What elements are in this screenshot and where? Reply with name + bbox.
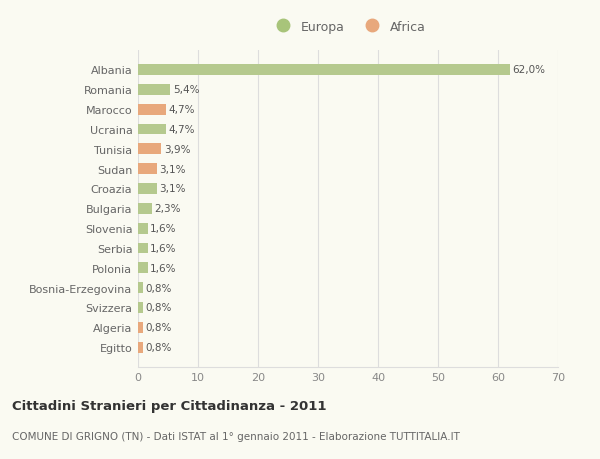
Text: 0,8%: 0,8% (145, 323, 172, 333)
Bar (138, 65, 510, 76)
Bar (138, 263, 148, 274)
Bar (138, 322, 143, 333)
Text: 1,6%: 1,6% (150, 243, 176, 253)
Text: COMUNE DI GRIGNO (TN) - Dati ISTAT al 1° gennaio 2011 - Elaborazione TUTTITALIA.: COMUNE DI GRIGNO (TN) - Dati ISTAT al 1°… (12, 431, 460, 442)
Bar (138, 283, 143, 293)
Bar (138, 144, 161, 155)
Bar (138, 223, 148, 234)
Bar (138, 164, 157, 175)
Bar (138, 184, 157, 195)
Text: 2,3%: 2,3% (154, 204, 181, 214)
Bar (138, 84, 170, 95)
Bar (138, 124, 166, 135)
Text: 1,6%: 1,6% (150, 224, 176, 234)
Text: 5,4%: 5,4% (173, 85, 199, 95)
Text: 4,7%: 4,7% (169, 105, 195, 115)
Bar (138, 243, 148, 254)
Text: Cittadini Stranieri per Cittadinanza - 2011: Cittadini Stranieri per Cittadinanza - 2… (12, 399, 326, 412)
Bar (138, 342, 143, 353)
Text: 4,7%: 4,7% (169, 125, 195, 134)
Bar (138, 203, 152, 214)
Bar (138, 105, 166, 115)
Text: 1,6%: 1,6% (150, 263, 176, 273)
Text: 3,1%: 3,1% (159, 184, 185, 194)
Text: 0,8%: 0,8% (145, 303, 172, 313)
Bar (138, 302, 143, 313)
Text: 0,8%: 0,8% (145, 342, 172, 353)
Text: 0,8%: 0,8% (145, 283, 172, 293)
Text: 3,9%: 3,9% (164, 145, 190, 155)
Text: 62,0%: 62,0% (512, 65, 545, 75)
Legend: Europa, Africa: Europa, Africa (266, 16, 430, 39)
Text: 3,1%: 3,1% (159, 164, 185, 174)
